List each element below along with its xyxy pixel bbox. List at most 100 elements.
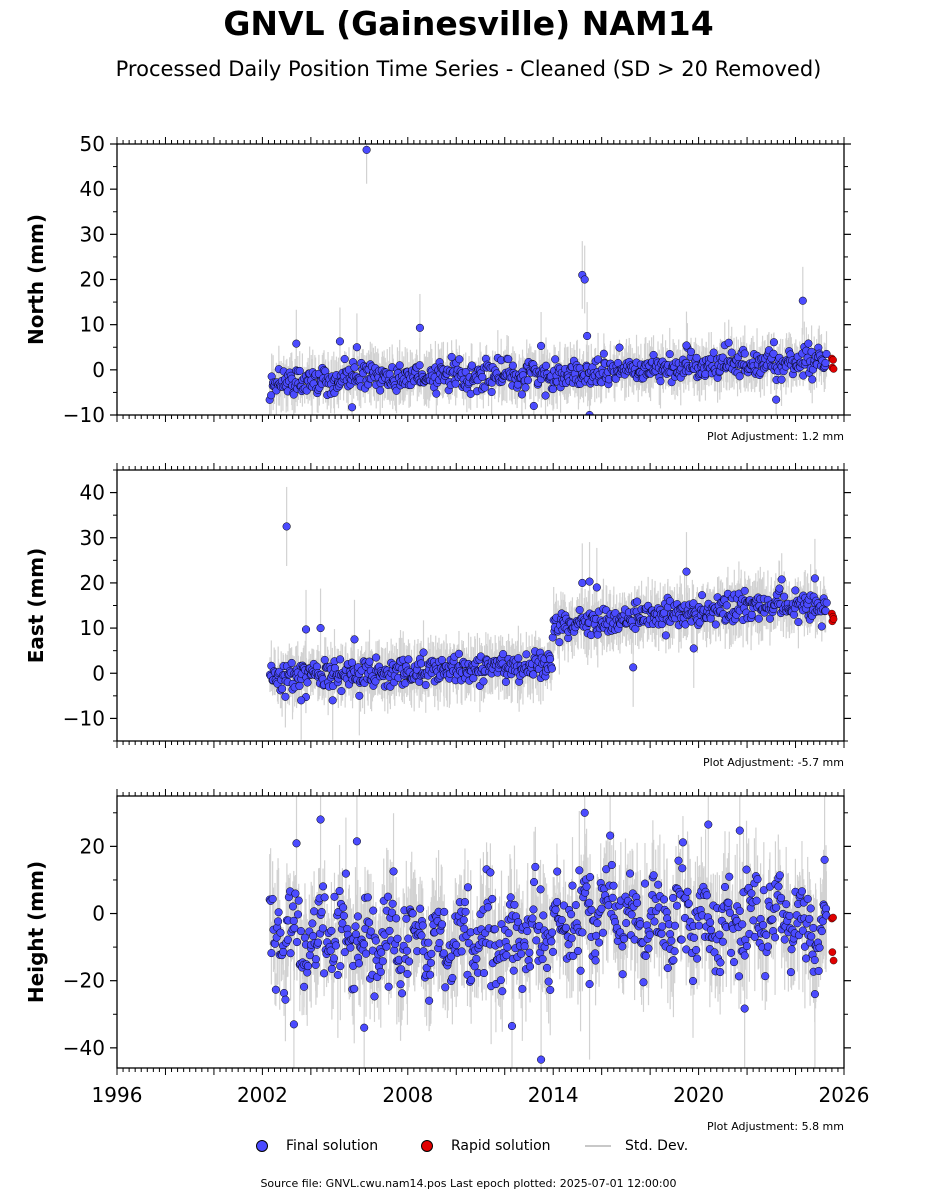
final-point: [350, 984, 359, 993]
y-tick-label: 0: [92, 661, 105, 685]
final-point: [780, 592, 789, 601]
final-point: [487, 387, 496, 397]
final-point: [604, 901, 613, 910]
final-point: [372, 653, 381, 662]
final-point: [523, 376, 533, 385]
final-point: [419, 648, 428, 657]
final-point: [683, 887, 692, 896]
final-point: [418, 921, 427, 930]
final-point: [666, 930, 675, 939]
final-point: [267, 391, 276, 400]
y-tick-label: 40: [80, 177, 105, 201]
final-point: [724, 898, 733, 907]
final-point: [392, 914, 401, 923]
rapid-point: [829, 913, 837, 922]
final-point: [769, 349, 778, 358]
final-point: [514, 654, 523, 663]
final-point: [551, 905, 560, 914]
final-point: [537, 1055, 546, 1064]
final-point: [735, 372, 744, 381]
final-point: [440, 907, 449, 916]
final-point: [607, 860, 616, 870]
final-point: [551, 355, 560, 364]
final-point: [417, 659, 426, 668]
final-point: [421, 680, 430, 690]
plot-area: [265, 144, 838, 415]
final-point: [742, 941, 751, 951]
final-point: [658, 922, 667, 931]
final-point: [355, 691, 364, 700]
final-point: [678, 864, 687, 873]
final-point: [351, 922, 360, 931]
final-point: [704, 820, 713, 829]
plot-adjustment-label: Plot Adjustment: -5.7 mm: [703, 756, 844, 769]
final-point: [667, 936, 676, 945]
final-point: [542, 963, 552, 972]
final-point: [541, 361, 551, 370]
final-point: [478, 372, 487, 382]
std-dev-bars: [269, 144, 828, 415]
final-point: [644, 944, 653, 953]
final-point: [280, 988, 289, 998]
final-point: [725, 872, 734, 881]
final-point: [267, 949, 276, 958]
final-point: [276, 928, 285, 937]
final-point: [715, 930, 724, 939]
final-point: [377, 948, 386, 957]
final-point: [665, 350, 674, 359]
final-point: [541, 391, 550, 400]
final-point: [777, 375, 786, 384]
final-point: [657, 929, 666, 938]
final-point: [614, 358, 623, 368]
final-point: [822, 349, 831, 359]
final-point: [514, 918, 523, 927]
final-point: [457, 947, 466, 956]
final-point: [686, 347, 696, 356]
final-point: [467, 361, 476, 370]
final-point: [452, 940, 461, 949]
final-point: [335, 337, 344, 346]
final-point: [547, 937, 556, 946]
final-point: [499, 650, 508, 659]
final-point: [752, 896, 761, 905]
final-point: [568, 881, 577, 890]
final-point: [538, 955, 547, 964]
final-point: [314, 938, 323, 947]
final-point: [467, 975, 476, 985]
final-point: [318, 882, 328, 891]
final-point: [330, 892, 339, 901]
final-point: [459, 915, 468, 925]
final-point: [339, 911, 348, 920]
final-point: [461, 907, 470, 916]
final-point: [585, 979, 594, 989]
final-point: [455, 355, 464, 364]
final-point: [384, 982, 393, 991]
final-point: [740, 951, 749, 960]
final-point: [759, 886, 768, 895]
final-point: [308, 919, 317, 928]
final-point: [684, 899, 693, 908]
final-point: [710, 948, 719, 957]
final-point: [295, 681, 304, 690]
y-tick-label: −10: [63, 403, 105, 427]
final-point: [806, 904, 815, 913]
final-point: [718, 937, 727, 946]
y-axis-label: East (mm): [24, 548, 48, 664]
final-point: [724, 338, 733, 347]
final-point: [341, 869, 350, 878]
final-point: [546, 655, 555, 664]
final-point: [774, 882, 783, 891]
final-point: [803, 894, 812, 903]
final-point: [649, 871, 658, 880]
final-point: [557, 915, 566, 925]
final-point: [791, 586, 800, 595]
final-point: [595, 938, 604, 947]
final-point: [591, 956, 600, 965]
rapid-point: [828, 948, 837, 956]
final-point: [640, 879, 650, 888]
final-point: [281, 995, 290, 1004]
final-points: [265, 522, 831, 705]
final-point: [383, 892, 393, 901]
final-point: [544, 977, 553, 986]
final-point: [517, 390, 526, 399]
